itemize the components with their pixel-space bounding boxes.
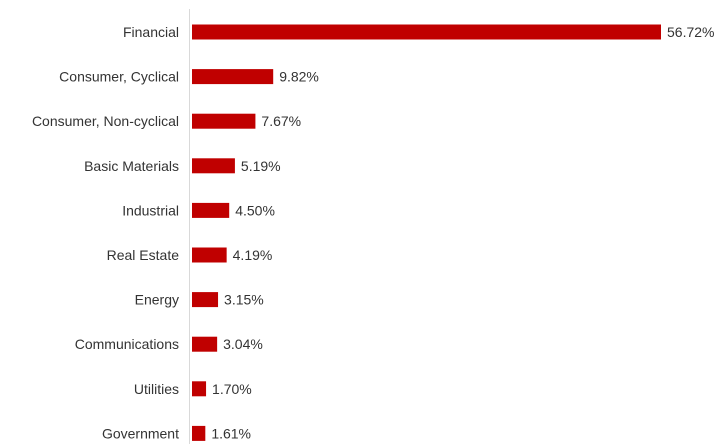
category-label: Industrial xyxy=(122,202,179,218)
category-label: Communications xyxy=(75,336,179,352)
value-label: 9.82% xyxy=(279,69,319,85)
bars-group: Financial 56.72% Consumer, Cyclical 9.82% Co… xyxy=(32,24,715,441)
value-label: 1.70% xyxy=(212,381,252,397)
bar xyxy=(192,381,207,397)
value-label: 56.72% xyxy=(667,24,714,40)
value-label: 3.04% xyxy=(223,336,263,352)
bar xyxy=(192,113,256,129)
value-label: 4.19% xyxy=(233,247,273,263)
value-label: 7.67% xyxy=(261,113,301,129)
bar xyxy=(192,425,206,441)
value-label: 3.15% xyxy=(224,292,264,308)
category-label: Energy xyxy=(135,292,179,308)
bar xyxy=(192,292,219,308)
value-label: 4.50% xyxy=(235,202,275,218)
category-label: Government xyxy=(102,425,179,441)
category-label: Consumer, Non-cyclical xyxy=(32,113,179,129)
bar xyxy=(192,24,661,40)
bar xyxy=(192,202,230,218)
category-label: Financial xyxy=(123,24,179,40)
bar xyxy=(192,247,227,263)
category-label: Utilities xyxy=(134,381,179,397)
bar xyxy=(192,158,235,174)
category-label: Consumer, Cyclical xyxy=(59,69,179,85)
value-label: 5.19% xyxy=(241,158,281,174)
category-label: Real Estate xyxy=(107,247,180,263)
category-label: Basic Materials xyxy=(84,158,179,174)
value-label: 1.61% xyxy=(211,425,251,441)
bar xyxy=(192,336,218,352)
bar xyxy=(192,69,274,85)
